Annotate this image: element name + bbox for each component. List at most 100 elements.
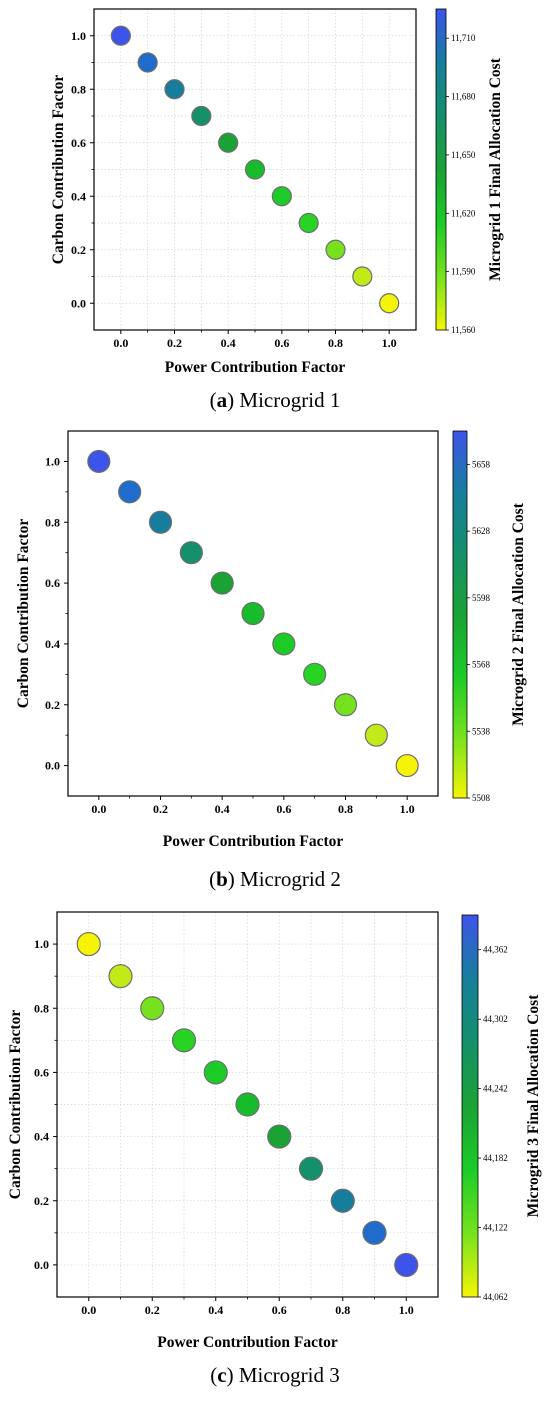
data-point (298, 1156, 324, 1181)
caption-text: Microgrid 2 (240, 867, 341, 891)
y-tick-label: 0.0 (45, 759, 60, 773)
data-point (330, 1188, 355, 1213)
colorbar-tick-label: 11,590 (451, 267, 476, 277)
data-point (298, 212, 319, 234)
colorbar-tick-label: 11,680 (451, 92, 476, 102)
y-tick-label: 0.6 (71, 136, 86, 150)
panel-microgrid-2: 0.0 0.2 0.4 0.6 0.8 1.0 0.0 0.2 0.4 0.6 0.8 1.0 Powe… (0, 425, 550, 905)
colorbar-tick-label: 44,362 (483, 945, 508, 955)
data-point (352, 266, 373, 287)
y-tick-label: 0.6 (34, 1065, 49, 1079)
colorbar-tick-label: 5508 (472, 793, 491, 803)
x-tick-label: 0.0 (113, 336, 128, 350)
x-tick-label: 0.8 (335, 1303, 350, 1317)
y-tick-label: 0.4 (71, 189, 86, 203)
colorbar (452, 430, 468, 799)
data-point (164, 79, 185, 100)
colorbar-tick-label: 5538 (472, 726, 491, 736)
y-tick-label: 0.8 (45, 515, 60, 529)
data-point (303, 662, 327, 686)
y-tick-label: 1.0 (71, 29, 86, 43)
x-tick-label: 1.0 (382, 336, 397, 350)
y-tick-label: 0.4 (45, 637, 60, 651)
y-tick-label: 1.0 (45, 454, 60, 468)
x-tick-label: 1.0 (400, 802, 415, 816)
x-tick-label: 0.4 (215, 802, 230, 816)
x-tick-label: 0.6 (276, 802, 291, 816)
y-tick-label: 0.2 (34, 1194, 49, 1208)
data-point (140, 996, 165, 1021)
caption-text: Microgrid 3 (238, 1363, 340, 1387)
x-axis-label: Power Contribution Factor (165, 359, 346, 376)
scatter-chart-microgrid-3: 0.0 0.2 0.4 0.6 0.8 1.0 0.0 0.2 0.4 0.6 0.8 1.0 Powe… (7, 911, 542, 1351)
y-tick-label: 0.2 (71, 243, 86, 257)
colorbar-tick-label: 5658 (472, 459, 491, 469)
colorbar-tick-label: 11,560 (451, 325, 476, 335)
data-point (333, 693, 358, 717)
data-point (171, 1028, 197, 1053)
x-tick-label: 0.2 (145, 1303, 160, 1317)
caption-microgrid-2: (b) Microgrid 2 (209, 867, 341, 891)
y-tick-label: 0.6 (45, 576, 60, 590)
data-point (179, 541, 203, 565)
y-axis-label: Carbon Contribution Factor (50, 75, 67, 265)
data-point (108, 964, 133, 989)
colorbar-tick-label: 44,122 (483, 1223, 508, 1233)
data-point (325, 239, 346, 260)
data-point (272, 632, 296, 656)
x-tick-label: 0.4 (208, 1303, 223, 1317)
x-tick-label: 0.8 (328, 336, 343, 350)
y-tick-label: 0.0 (71, 296, 86, 310)
colorbar (435, 8, 447, 331)
caption-microgrid-3: (c) Microgrid 3 (210, 1363, 340, 1387)
data-point (379, 293, 400, 314)
y-axis-label: Carbon Contribution Factor (15, 519, 32, 709)
x-tick-label: 0.6 (274, 336, 289, 350)
x-tick-label: 0.2 (153, 802, 168, 816)
colorbar-tick-label: 5628 (472, 526, 491, 536)
scatter-chart-microgrid-1: 0.0 0.2 0.4 0.6 0.8 1.0 0.0 0.2 0.4 0.6 0.8 1.0 Powe… (50, 8, 504, 376)
caption-letter: b (216, 867, 228, 891)
data-point (235, 1092, 260, 1117)
colorbar-tick-label: 11,710 (451, 33, 476, 43)
y-tick-label: 0.2 (45, 698, 60, 712)
colorbar-tick-label: 5568 (472, 660, 491, 670)
colorbar (461, 914, 479, 1298)
data-point (364, 723, 388, 747)
data-point (394, 1252, 419, 1278)
x-tick-label: 0.4 (221, 336, 236, 350)
scatter-chart-microgrid-2: 0.0 0.2 0.4 0.6 0.8 1.0 0.0 0.2 0.4 0.6 0.8 1.0 Powe… (15, 430, 527, 850)
y-tick-label: 0.8 (71, 82, 86, 96)
data-point (271, 186, 292, 207)
data-point (267, 1124, 292, 1149)
caption-microgrid-1: (a) Microgrid 1 (209, 388, 341, 412)
data-point (395, 753, 419, 778)
caption-letter: a (216, 388, 228, 412)
colorbar-tick-label: 11,620 (451, 208, 476, 218)
colorbar-tick-label: 44,302 (483, 1014, 508, 1024)
data-point (76, 931, 101, 957)
y-tick-label: 1.0 (34, 937, 49, 951)
colorbar-label: Microgrid 3 Final Allocation Cost (525, 994, 542, 1218)
data-point (87, 449, 111, 474)
colorbar-tick-label: 44,242 (483, 1084, 508, 1094)
data-point (148, 510, 173, 534)
data-point (210, 571, 234, 595)
x-tick-label: 0.8 (338, 802, 353, 816)
y-axis-label: Carbon Contribution Factor (7, 1010, 24, 1200)
data-point (241, 601, 265, 626)
colorbar-tick-label: 44,062 (483, 1292, 508, 1302)
colorbar-tick-label: 5598 (472, 593, 491, 603)
x-tick-label: 0.0 (91, 802, 106, 816)
y-tick-label: 0.4 (34, 1130, 49, 1144)
colorbar-tick-label: 11,650 (451, 150, 476, 160)
x-axis-label: Power Contribution Factor (157, 1334, 338, 1351)
data-point (244, 159, 266, 180)
y-tick-label: 0.8 (34, 1001, 49, 1015)
x-tick-label: 0.2 (167, 336, 182, 350)
panel-microgrid-1: 0.0 0.2 0.4 0.6 0.8 1.0 0.0 0.2 0.4 0.6 0.8 1.0 Powe… (0, 0, 550, 425)
colorbar-tick-label: 44,182 (483, 1153, 508, 1163)
data-point (218, 132, 239, 153)
data-point (362, 1220, 387, 1245)
caption-letter: c (217, 1363, 227, 1387)
